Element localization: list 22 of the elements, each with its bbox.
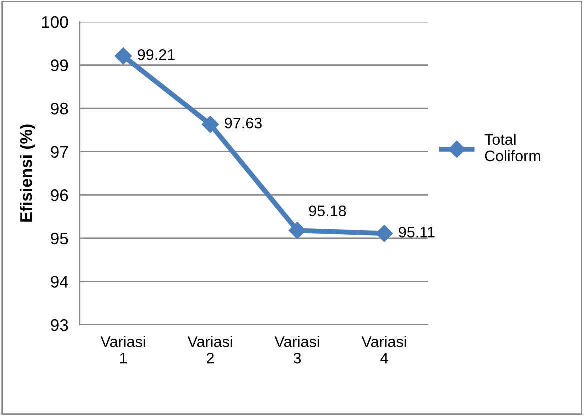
- legend-label: Total Coliform: [484, 134, 540, 162]
- point: [202, 116, 220, 134]
- x-tick-label: Variasi 1: [100, 336, 146, 364]
- point: [288, 222, 306, 240]
- point: [376, 225, 394, 242]
- y-tick-label: 99: [51, 60, 68, 72]
- y-tick-label: 96: [51, 190, 68, 202]
- data-label: 95.11: [399, 226, 435, 238]
- x-tick-label: Variasi 3: [274, 336, 320, 364]
- y-tick-label: 95: [51, 232, 68, 245]
- y-tick-label: 94: [51, 276, 68, 288]
- data-label: 97.63: [225, 118, 262, 129]
- x-tick-label: Variasi 4: [362, 336, 406, 364]
- y-axis-title: Efisiensi (%): [20, 124, 36, 222]
- y-tick-label: 100: [42, 16, 68, 28]
- y-tick-label: 93: [51, 319, 68, 332]
- point: [114, 48, 132, 65]
- data-label: 95.18: [309, 206, 346, 217]
- data-label: 99.21: [138, 49, 175, 60]
- y-tick-label: 97: [51, 146, 68, 158]
- x-tick-label: Variasi 2: [188, 336, 232, 364]
- y-tick-label: 98: [51, 102, 68, 115]
